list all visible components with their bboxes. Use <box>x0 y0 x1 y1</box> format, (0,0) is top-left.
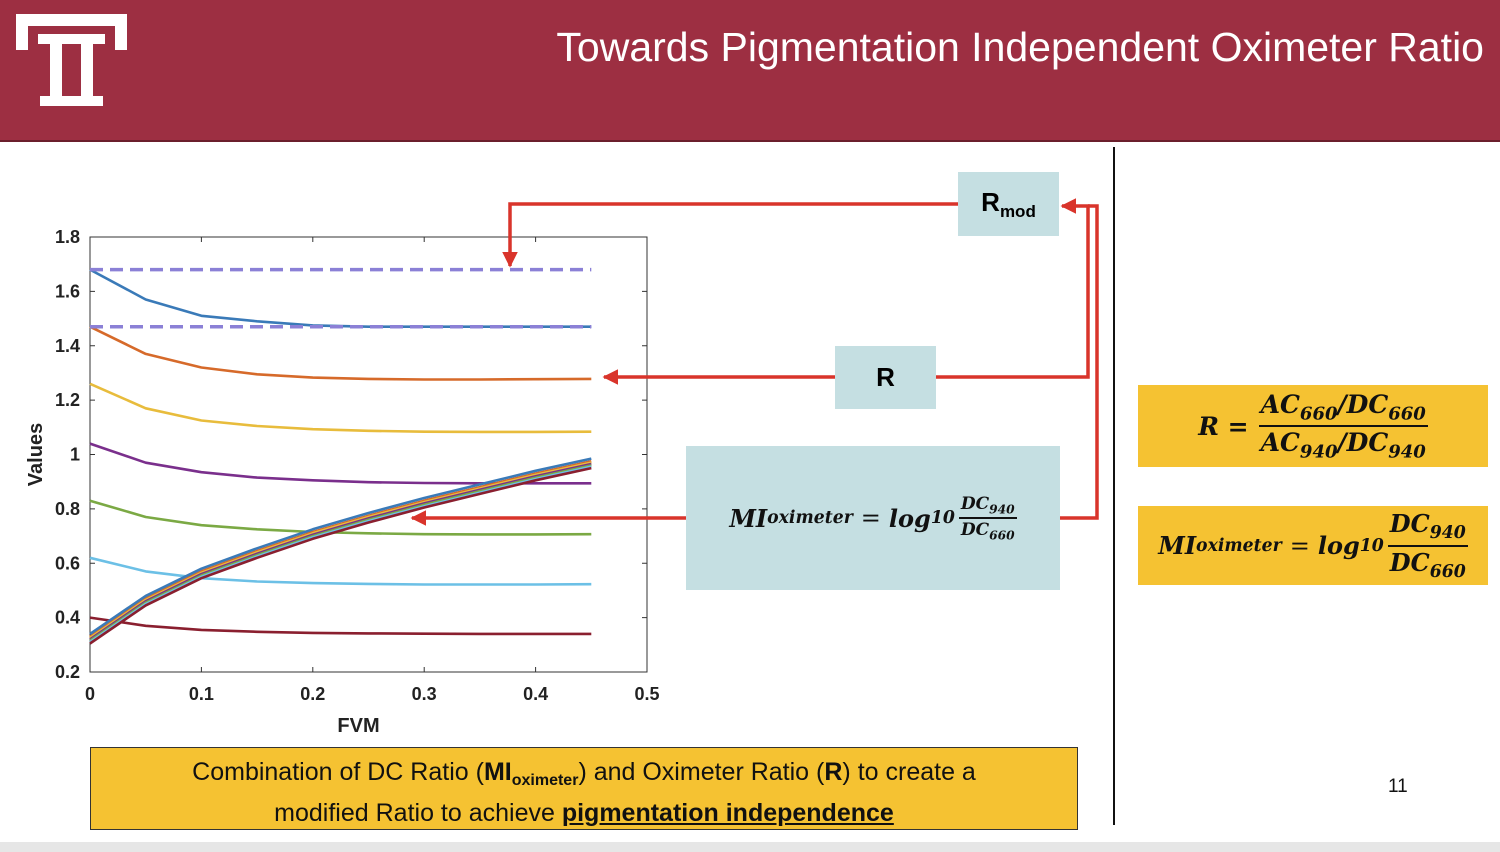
x-tick-label: 0.1 <box>189 684 214 704</box>
mi-oximeter-equation: MI oximeter = log 10 DC940 DC660 <box>729 493 1017 543</box>
r-box: R <box>835 346 936 409</box>
caption-line-2: modified Ratio to achieve pigmentation i… <box>274 799 894 827</box>
page-number: 11 <box>1388 776 1408 797</box>
divider-line <box>1113 147 1115 825</box>
y-tick-label: 0.4 <box>55 608 80 628</box>
x-axis-label: FVM <box>337 715 379 737</box>
caption-box: Combination of DC Ratio (MIoximeter) and… <box>90 747 1078 830</box>
series-line <box>89 499 592 536</box>
series-line <box>89 325 592 381</box>
footer-bar <box>0 842 1500 852</box>
y-tick-label: 0.6 <box>55 553 80 573</box>
mi-oximeter-box: MI oximeter = log 10 DC940 DC660 <box>686 446 1060 590</box>
y-tick-label: 1.2 <box>55 390 80 410</box>
x-tick-label: 0.3 <box>412 684 437 704</box>
x-tick-label: 0.4 <box>523 684 548 704</box>
series-line <box>89 466 592 645</box>
university-logo-icon <box>16 14 127 106</box>
r-label: R <box>876 362 895 392</box>
y-tick-label: 1.6 <box>55 281 80 301</box>
x-tick-label: 0 <box>85 684 95 704</box>
rmod-arrow <box>502 202 958 268</box>
mi-formula-box: MI oximeter = log 10 DC940 DC660 <box>1138 506 1488 585</box>
caption-line-1: Combination of DC Ratio (MIoximeter) and… <box>192 758 976 789</box>
series-line <box>89 382 592 434</box>
slide-header: Towards Pigmentation Independent Oximete… <box>0 0 1500 142</box>
x-tick-label: 0.2 <box>300 684 325 704</box>
rmod-label: Rmod <box>981 186 1036 221</box>
y-tick-label: 1.8 <box>55 227 80 247</box>
y-tick-label: 1 <box>70 445 80 465</box>
y-tick-label: 0.8 <box>55 499 80 519</box>
mi-to-rmod-connector <box>1060 204 1099 520</box>
rmod-box: Rmod <box>958 172 1059 236</box>
series-line <box>89 457 592 635</box>
plot-frame <box>89 236 648 673</box>
r-to-rmod-arrow <box>936 198 1090 379</box>
y-tick-label: 1.4 <box>55 336 80 356</box>
r-formula-box: R = AC660/DC660 AC940/DC940 <box>1138 385 1488 467</box>
mi-formula: MI oximeter = log 10 DC940 DC660 <box>1158 509 1468 582</box>
series-line <box>89 556 592 586</box>
slide-title: Towards Pigmentation Independent Oximete… <box>556 24 1484 70</box>
series-line <box>89 616 592 636</box>
r-formula: R = AC660/DC660 AC940/DC940 <box>1198 389 1428 463</box>
x-tick-label: 0.5 <box>634 684 659 704</box>
y-tick-label: 0.2 <box>55 662 80 682</box>
y-axis-label: Values <box>25 423 47 486</box>
